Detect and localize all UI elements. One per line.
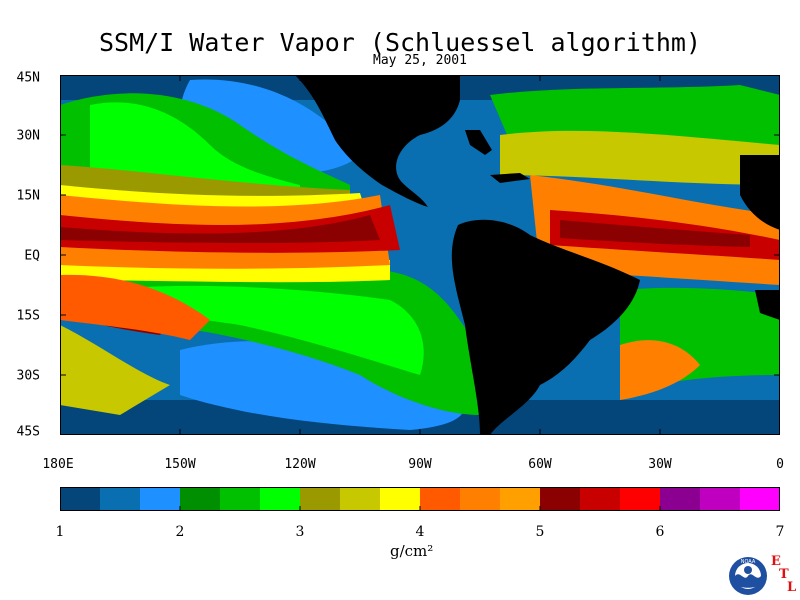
colorbar-swatch — [540, 487, 581, 511]
land-greater-antilles — [490, 173, 530, 183]
lon-label-90w: 90W — [408, 457, 432, 472]
colorbar-tick-5: 5 — [535, 524, 545, 540]
vapor-yellow-atlantic — [500, 130, 780, 185]
colorbar-tick-4: 4 — [415, 524, 425, 540]
lon-label-60w: 60W — [528, 457, 552, 472]
chart-subtitle: May 25, 2001 — [373, 53, 467, 68]
colorbar-swatch — [380, 487, 421, 511]
colorbar-tick-3: 3 — [295, 524, 305, 540]
etl-letter-l: L — [787, 580, 797, 595]
colorbar-tick-1: 1 — [55, 524, 65, 540]
vapor-orange-sw — [60, 274, 210, 340]
colorbar-tick-7: 7 — [775, 524, 785, 540]
colorbar-swatch — [580, 487, 621, 511]
lon-label-150w: 150W — [164, 457, 196, 472]
lon-label-0: 0 — [776, 457, 784, 472]
lat-label-eq: EQ — [24, 248, 40, 264]
etl-letter-t: T — [779, 567, 789, 582]
colorbar-swatch — [220, 487, 261, 511]
land-africa-south — [755, 290, 780, 320]
land-africa — [740, 155, 780, 230]
etl-letter-e: E — [771, 554, 781, 569]
land-north-america — [295, 75, 460, 207]
noaa-logo-text: NOAA — [741, 559, 756, 565]
lon-label-120w: 120W — [284, 457, 316, 472]
colorbar — [59, 487, 781, 511]
vapor-olive-sw — [60, 325, 170, 415]
noaa-logo-svg: NOAA — [729, 557, 767, 595]
colorbar-swatch — [500, 487, 541, 511]
colorbar-swatch — [260, 487, 301, 511]
colorbar-swatch — [420, 487, 461, 511]
colorbar-swatch — [740, 487, 781, 511]
colorbar-units: g/cm² — [390, 542, 434, 560]
vapor-darkred-itcz — [60, 215, 380, 244]
colorbar-swatch — [460, 487, 501, 511]
colorbar-swatch — [100, 487, 141, 511]
colorbar-swatch — [620, 487, 661, 511]
water-vapor-map — [60, 74, 780, 436]
colorbar-swatch — [340, 487, 381, 511]
colorbar-swatch — [660, 487, 701, 511]
colorbar-swatch — [60, 487, 101, 511]
vapor-blue-south — [180, 341, 464, 430]
lat-label-45n: 45N — [16, 70, 40, 86]
vapor-darkred-atlantic — [560, 220, 750, 247]
colorbar-swatch — [700, 487, 741, 511]
map-ticks — [60, 74, 780, 436]
lat-label-45s: 45S — [16, 424, 40, 440]
vapor-orange-atlantic-south — [620, 340, 700, 400]
land-florida-caribbean — [465, 130, 492, 155]
map-svg — [60, 74, 780, 436]
lat-label-30s: 30S — [16, 368, 40, 384]
colorbar-swatch — [300, 487, 341, 511]
lon-label-180e: 180E — [42, 457, 74, 472]
noaa-logo: NOAA — [728, 556, 768, 596]
colorbar-svg — [59, 487, 781, 511]
lat-label-30n: 30N — [16, 128, 40, 144]
colorbar-swatch — [180, 487, 221, 511]
colorbar-swatch — [140, 487, 181, 511]
lat-label-15s: 15S — [16, 308, 40, 324]
colorbar-tick-2: 2 — [175, 524, 185, 540]
colorbar-tick-6: 6 — [655, 524, 665, 540]
lat-label-15n: 15N — [16, 188, 40, 204]
land-south-america — [451, 219, 640, 435]
lon-label-30w: 30W — [648, 457, 672, 472]
chart-title: SSM/I Water Vapor (Schluessel algorithm) — [98, 28, 702, 57]
